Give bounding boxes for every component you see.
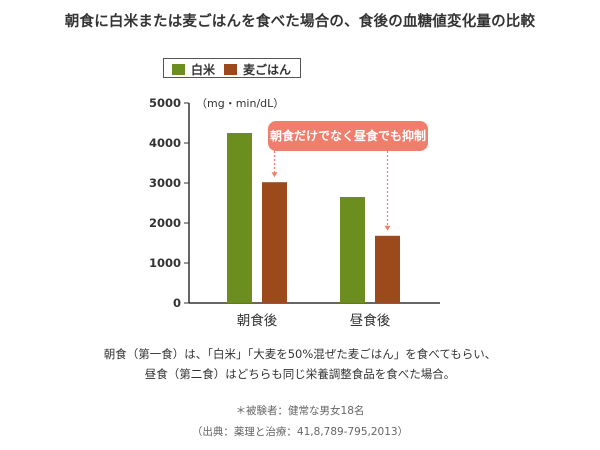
annotation-arrowhead xyxy=(384,225,391,231)
note-line-1: 朝食（第一食）は、「白米」「大麦を50%混ぜた麦ごはん」を食べてもらい、 xyxy=(103,347,497,361)
legend-label-mugi: 麦ごはん xyxy=(243,63,292,77)
bar-mugi-0 xyxy=(262,182,287,303)
y-tick-label: 2000 xyxy=(149,216,181,230)
y-tick-label: 0 xyxy=(173,296,181,310)
x-category-label: 朝食後 xyxy=(237,312,278,329)
legend-item-mugi: 麦ごはん xyxy=(224,61,291,78)
x-category-label: 昼食後 xyxy=(350,312,391,329)
y-tick-label: 1000 xyxy=(149,256,181,270)
bar-hakumai-0 xyxy=(227,133,252,303)
annotation-arrowhead xyxy=(271,172,278,178)
y-tick-label: 5000 xyxy=(149,96,181,110)
subjects-note: ＊被験者：健常な男女18名 xyxy=(235,405,365,417)
chart-title: 朝食に白米または麦ごはんを食べた場合の、食後の血糖値変化量の比較 xyxy=(64,14,536,30)
annotation-callout: 朝食だけでなく昼食でも抑制 xyxy=(268,121,428,151)
legend-label-hakumai: 白米 xyxy=(191,63,216,77)
legend-item-hakumai: 白米 xyxy=(172,61,215,78)
y-tick-label: 4000 xyxy=(149,136,181,150)
y-axis-label: （mg・min/dL） xyxy=(196,97,284,110)
source-note: （出典：薬理と治療：41,8,789-795,2013） xyxy=(191,426,409,438)
bar-mugi-1 xyxy=(375,235,400,303)
legend-swatch-mugi xyxy=(224,64,237,75)
note-line-2: 昼食（第二食）はどちらも同じ栄養調整食品を食べた場合。 xyxy=(144,367,456,381)
bar-hakumai-1 xyxy=(340,197,365,303)
legend-swatch-hakumai xyxy=(172,64,185,75)
y-tick-label: 3000 xyxy=(149,176,181,190)
legend: 白米 麦ごはん xyxy=(163,58,301,78)
